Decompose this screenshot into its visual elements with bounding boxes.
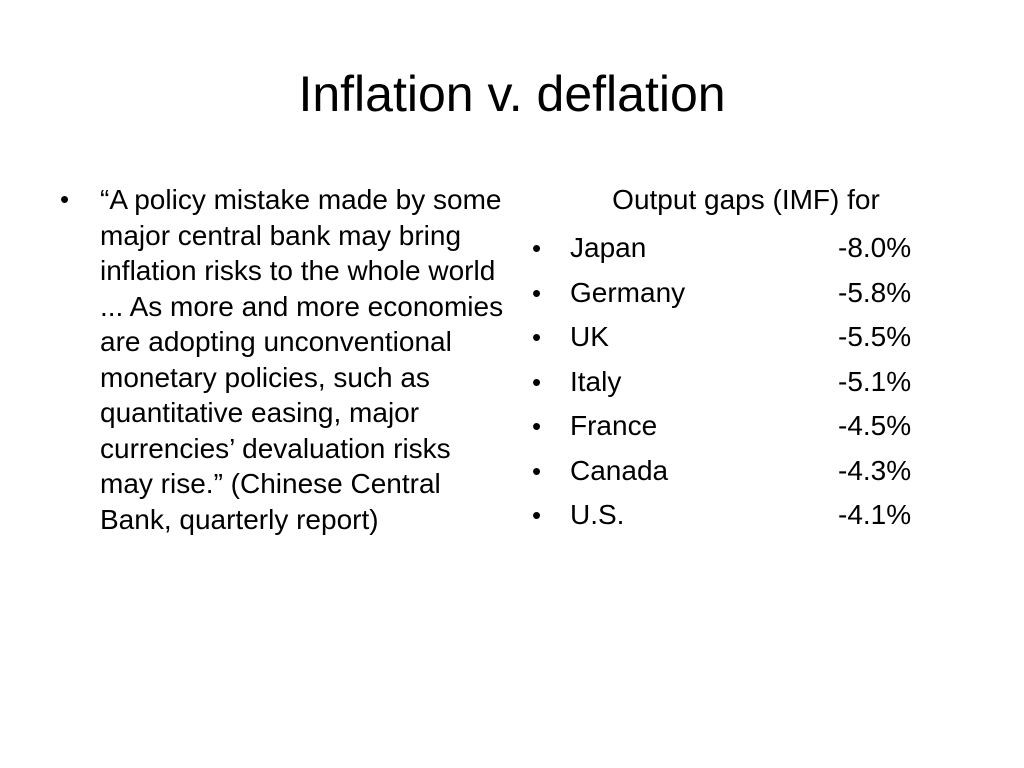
output-gap-value: -5.5% — [838, 321, 912, 352]
country-name: U.S. — [570, 499, 625, 530]
country-name: Canada — [570, 454, 669, 486]
output-gap-value: -5.1% — [838, 365, 912, 397]
bullet-icon: • — [532, 411, 542, 441]
bullet-icon: • — [532, 233, 542, 263]
country-name: Germany — [570, 276, 686, 308]
output-gaps-column: Output gaps (IMF) for • Japan -8.0% • German… — [530, 182, 930, 538]
output-gap-row: • Canada -4.3% — [530, 449, 930, 494]
bullet-icon: • — [532, 366, 542, 397]
bullet-icon: • — [532, 455, 542, 486]
quote-column: • “A policy mistake made by some major c… — [58, 182, 510, 537]
country-name: Italy — [570, 365, 622, 397]
output-gap-value: -8.0% — [838, 232, 912, 263]
output-gap-row: • UK -5.5% — [530, 315, 930, 360]
bullet-icon: • — [532, 277, 542, 308]
bullet-icon: • — [532, 500, 542, 530]
bullet-icon: • — [532, 322, 542, 352]
central-bank-quote: “A policy mistake made by some major cen… — [100, 184, 504, 535]
output-gap-row: • Italy -5.1% — [530, 360, 930, 405]
output-gap-row: • Germany -5.8% — [530, 271, 930, 316]
slide-title: Inflation v. deflation — [298, 66, 726, 122]
country-name: UK — [570, 321, 609, 352]
output-gap-value: -4.3% — [838, 454, 912, 486]
output-gap-value: -5.8% — [838, 276, 912, 308]
output-gap-value: -4.5% — [838, 410, 912, 441]
country-name: France — [570, 410, 658, 441]
quote-bullet-item: • “A policy mistake made by some major c… — [58, 182, 510, 537]
output-gaps-heading: Output gaps (IMF) for — [612, 184, 880, 215]
output-gap-row: • Japan -8.0% — [530, 226, 930, 271]
output-gap-row: • U.S. -4.1% — [530, 493, 930, 538]
bullet-icon: • — [60, 184, 70, 214]
output-gap-row: • France -4.5% — [530, 404, 930, 449]
output-gaps-list: • Japan -8.0% • Germany -5.8% • UK -5.5% • Italy -5… — [530, 226, 930, 538]
country-name: Japan — [570, 232, 647, 263]
output-gap-value: -4.1% — [838, 499, 912, 530]
